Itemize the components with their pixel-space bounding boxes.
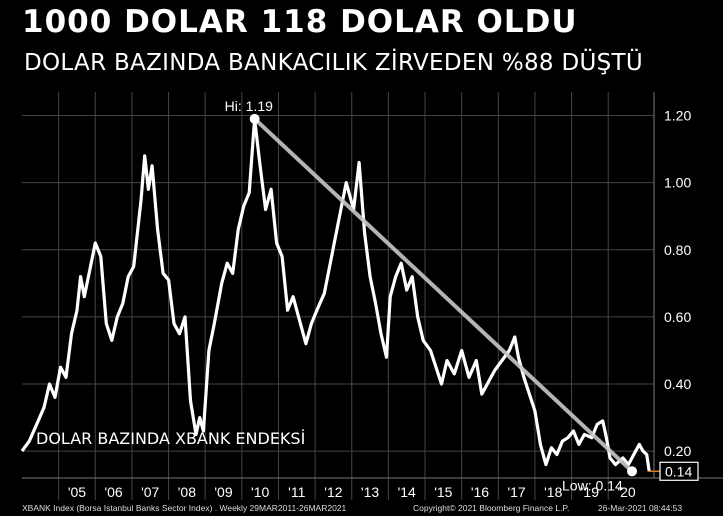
x-tick-label: '08 <box>178 484 196 500</box>
x-tick-label: '10 <box>251 484 269 500</box>
x-tick-label: '05 <box>68 484 86 500</box>
y-tick-label: 0.40 <box>664 376 691 392</box>
y-tick-label: 0.60 <box>664 309 691 325</box>
x-grid-lines <box>58 92 609 500</box>
x-tick-label: '13 <box>361 484 379 500</box>
x-tick-label: '12 <box>324 484 342 500</box>
y-tick-label: 1.20 <box>664 107 691 123</box>
series-label: DOLAR BAZINDA XBANK ENDEKSİ <box>36 429 305 448</box>
xbank-series-line <box>20 117 651 472</box>
x-tick-label: '16 <box>471 484 489 500</box>
x-tick-label: '19 <box>581 484 599 500</box>
footer-copyright: Copyright© 2021 Bloomberg Finance L.P. <box>413 503 569 513</box>
x-tick-label: '09 <box>214 484 232 500</box>
grid-lines <box>22 114 654 452</box>
x-tick-label: '15 <box>434 484 452 500</box>
hi-label: Hi: 1.19 <box>225 98 273 114</box>
y-axis-ticks: 0.20 0.40 0.60 0.80 1.00 1.20 <box>664 107 691 459</box>
x-tick-label: '06 <box>104 484 122 500</box>
x-tick-label: '11 <box>288 484 305 500</box>
peak-to-trough-trend-line <box>253 117 634 473</box>
last-value-label: 0.14 <box>665 463 692 479</box>
last-value-box <box>659 461 699 481</box>
x-tick-label: '14 <box>398 484 416 500</box>
footer-source: XBANK Index (Borsa Istanbul Banks Sector… <box>22 503 347 513</box>
chart-title: 1000 DOLAR 118 DOLAR OLDU <box>22 4 578 40</box>
footer-timestamp: 26-Mar-2021 08:44:53 <box>598 503 682 513</box>
x-tick-label: '17 <box>507 484 525 500</box>
y-tick-label: 1.00 <box>664 175 691 191</box>
low-point-marker <box>627 466 638 477</box>
x-tick-label: '20 <box>617 484 635 500</box>
x-axis-ticks: '05 '06 '07 '08 '09 '10 '11 '12 '13 '14 '15 '16 '17 '… <box>68 484 636 500</box>
chart-subtitle: DOLAR BAZINDA BANKACILIK ZİRVEDEN %88 DÜ… <box>24 50 643 76</box>
low-label: Low: 0.14 <box>562 477 623 493</box>
x-tick-label: '07 <box>141 484 159 500</box>
y-tick-label: 0.80 <box>664 242 691 258</box>
y-tick-label: 0.20 <box>664 443 691 459</box>
hi-point-marker <box>249 113 260 124</box>
x-tick-label: '18 <box>544 484 562 500</box>
